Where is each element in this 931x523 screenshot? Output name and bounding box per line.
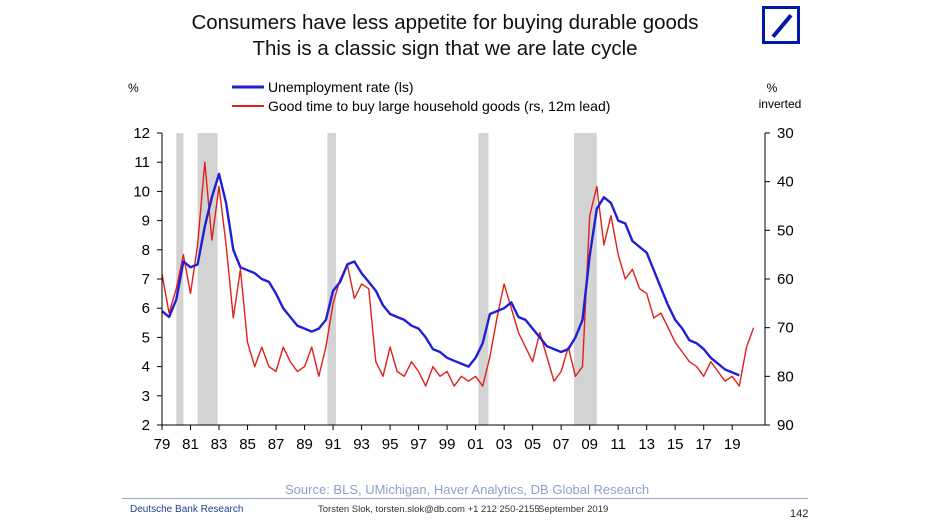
legend: Unemployment rate (ls) Good time to buy … xyxy=(232,79,610,114)
title-line-2: This is a classic sign that we are late … xyxy=(252,37,638,60)
right-tick-label: 40 xyxy=(777,174,794,191)
legend-label-good-time-to-buy: Good time to buy large household goods (… xyxy=(268,98,610,114)
recession-band-3 xyxy=(478,133,489,425)
left-tick-label: 12 xyxy=(133,125,150,142)
deutsche-bank-logo-icon xyxy=(762,6,800,44)
x-tick-label: 01 xyxy=(467,436,484,453)
legend-label-unemployment: Unemployment rate (ls) xyxy=(268,79,414,95)
x-ticks: 79 81 83 85 87 89 91 93 95 97 99 01 03 05 07 09 11 13 15 17… xyxy=(154,425,741,453)
x-tick-label: 11 xyxy=(610,436,626,453)
footer-date: September 2019 xyxy=(538,504,609,515)
footer-brand: Deutsche Bank Research xyxy=(130,504,244,515)
recession-band-2 xyxy=(327,133,336,425)
x-tick-label: 89 xyxy=(296,436,313,453)
x-tick-label: 05 xyxy=(524,436,541,453)
x-tick-label: 87 xyxy=(268,436,285,453)
left-tick-label: 2 xyxy=(142,417,150,434)
right-unit-inverted-label: inverted xyxy=(759,97,802,111)
x-tick-label: 81 xyxy=(182,436,199,453)
right-tick-label: 30 xyxy=(777,125,794,142)
recession-band-4 xyxy=(573,133,597,425)
right-tick-label: 60 xyxy=(777,271,794,288)
x-tick-label: 13 xyxy=(638,436,655,453)
left-ticks: 2 3 4 5 6 7 8 9 10 11 12 xyxy=(133,125,162,434)
title-line-1: Consumers have less appetite for buying … xyxy=(191,11,699,34)
x-tick-label: 15 xyxy=(667,436,684,453)
left-tick-label: 3 xyxy=(142,388,150,405)
recession-band-1 xyxy=(197,133,218,425)
left-tick-label: 5 xyxy=(142,329,150,346)
x-tick-label: 83 xyxy=(211,436,228,453)
source-note: Source: BLS, UMichigan, Haver Analytics,… xyxy=(285,482,650,497)
x-tick-label: 07 xyxy=(553,436,570,453)
left-unit-label: % xyxy=(128,81,139,95)
left-tick-label: 7 xyxy=(142,271,150,288)
x-tick-label: 79 xyxy=(154,436,171,453)
x-tick-label: 09 xyxy=(581,436,598,453)
x-tick-label: 17 xyxy=(695,436,712,453)
x-tick-label: 91 xyxy=(325,436,342,453)
x-tick-label: 85 xyxy=(239,436,256,453)
series-lines xyxy=(161,161,755,387)
right-tick-label: 50 xyxy=(777,222,794,239)
left-tick-label: 10 xyxy=(133,183,150,200)
right-tick-label: 80 xyxy=(777,368,794,385)
series-line-good-time-to-buy xyxy=(161,161,755,387)
x-tick-label: 95 xyxy=(382,436,399,453)
chart-title: Consumers have less appetite for buying … xyxy=(140,10,750,62)
left-tick-label: 8 xyxy=(142,242,150,259)
page-number: 142 xyxy=(790,508,809,520)
x-tick-label: 19 xyxy=(724,436,741,453)
right-ticks: 30 40 50 60 70 80 90 xyxy=(765,125,794,434)
x-tick-label: 97 xyxy=(410,436,427,453)
left-tick-label: 6 xyxy=(142,300,150,317)
footer-author: Torsten Slok, torsten.slok@db.com +1 212… xyxy=(318,504,540,515)
left-tick-label: 4 xyxy=(142,359,150,376)
right-tick-label: 70 xyxy=(777,320,794,337)
series-line-unemployment xyxy=(161,172,740,377)
right-unit-label: % xyxy=(767,81,778,95)
x-tick-label: 03 xyxy=(496,436,513,453)
left-tick-label: 11 xyxy=(134,154,150,171)
x-tick-label: 99 xyxy=(439,436,456,453)
x-tick-label: 93 xyxy=(353,436,370,453)
right-tick-label: 90 xyxy=(777,417,794,434)
left-tick-label: 9 xyxy=(142,213,150,230)
footer-divider xyxy=(122,498,808,499)
